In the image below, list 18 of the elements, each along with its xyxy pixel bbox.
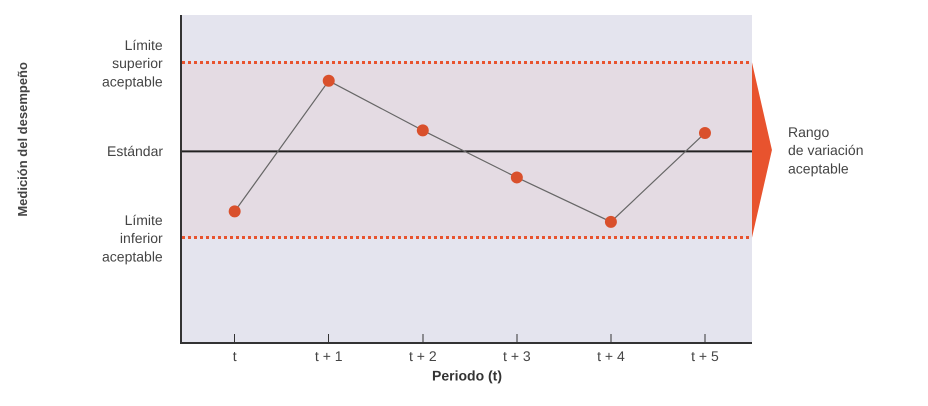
point [698, 127, 711, 140]
x-axis-title: Periodo (t) [432, 368, 502, 384]
ref-line-label: Límite superior aceptable [102, 37, 164, 90]
x-tick-label: t + 4 [597, 348, 625, 364]
text: Medición del desempeño [15, 62, 30, 217]
point [322, 74, 335, 87]
x-tick-label: t + 5 [691, 348, 719, 364]
x-tick-label: t [232, 348, 237, 364]
ref-line-label: Límite inferior aceptable [102, 212, 164, 264]
point [604, 216, 617, 228]
x-tick-label: t + 3 [503, 348, 531, 364]
x-tick-label: t + 1 [314, 348, 343, 364]
point [510, 171, 523, 184]
x-tick-label: t + 2 [408, 348, 437, 364]
band-label: Rango de variación aceptable [788, 124, 864, 176]
point [228, 205, 241, 218]
ref-line-label: Estándar [107, 143, 164, 159]
point [416, 124, 429, 136]
